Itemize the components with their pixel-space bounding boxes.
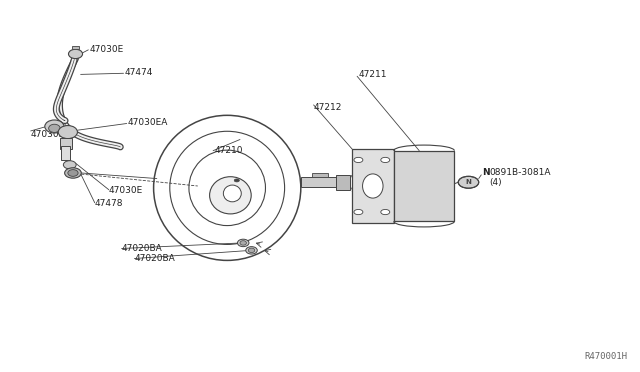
- FancyBboxPatch shape: [336, 175, 350, 190]
- Text: N: N: [465, 179, 472, 185]
- Ellipse shape: [49, 124, 60, 132]
- Ellipse shape: [362, 174, 383, 198]
- Circle shape: [381, 209, 390, 215]
- Circle shape: [234, 179, 239, 182]
- Ellipse shape: [45, 120, 64, 133]
- Bar: [301, 177, 342, 187]
- Ellipse shape: [68, 49, 83, 58]
- Ellipse shape: [223, 185, 241, 202]
- Ellipse shape: [63, 161, 76, 169]
- Circle shape: [354, 209, 363, 215]
- Text: 47478: 47478: [95, 199, 124, 208]
- Ellipse shape: [68, 170, 78, 176]
- Text: 47211: 47211: [358, 70, 387, 79]
- Bar: [60, 138, 72, 149]
- Text: 47030E: 47030E: [109, 186, 143, 195]
- Text: 47474: 47474: [125, 68, 153, 77]
- Text: 47210: 47210: [214, 146, 243, 155]
- Text: R470001H: R470001H: [584, 352, 627, 361]
- Circle shape: [354, 157, 363, 163]
- Ellipse shape: [209, 177, 251, 214]
- Ellipse shape: [248, 248, 255, 253]
- Circle shape: [381, 157, 390, 163]
- Text: 47020BA: 47020BA: [122, 244, 163, 253]
- Text: 47030E: 47030E: [90, 45, 124, 54]
- Bar: [312, 173, 328, 177]
- Ellipse shape: [58, 126, 77, 139]
- Text: 0891B-3081A: 0891B-3081A: [490, 169, 551, 177]
- Text: 47020BA: 47020BA: [134, 254, 175, 263]
- Ellipse shape: [237, 239, 249, 247]
- Circle shape: [458, 176, 479, 188]
- Text: 47030EA: 47030EA: [31, 130, 71, 139]
- Bar: [61, 146, 70, 160]
- Bar: [72, 46, 79, 49]
- Text: 47030EA: 47030EA: [128, 118, 168, 127]
- Text: (4): (4): [490, 178, 502, 187]
- Text: N: N: [483, 169, 490, 177]
- Ellipse shape: [246, 247, 257, 254]
- Bar: [394, 151, 454, 221]
- Text: 47212: 47212: [314, 103, 342, 112]
- Ellipse shape: [65, 168, 81, 178]
- Ellipse shape: [240, 241, 246, 245]
- Bar: [352, 149, 394, 223]
